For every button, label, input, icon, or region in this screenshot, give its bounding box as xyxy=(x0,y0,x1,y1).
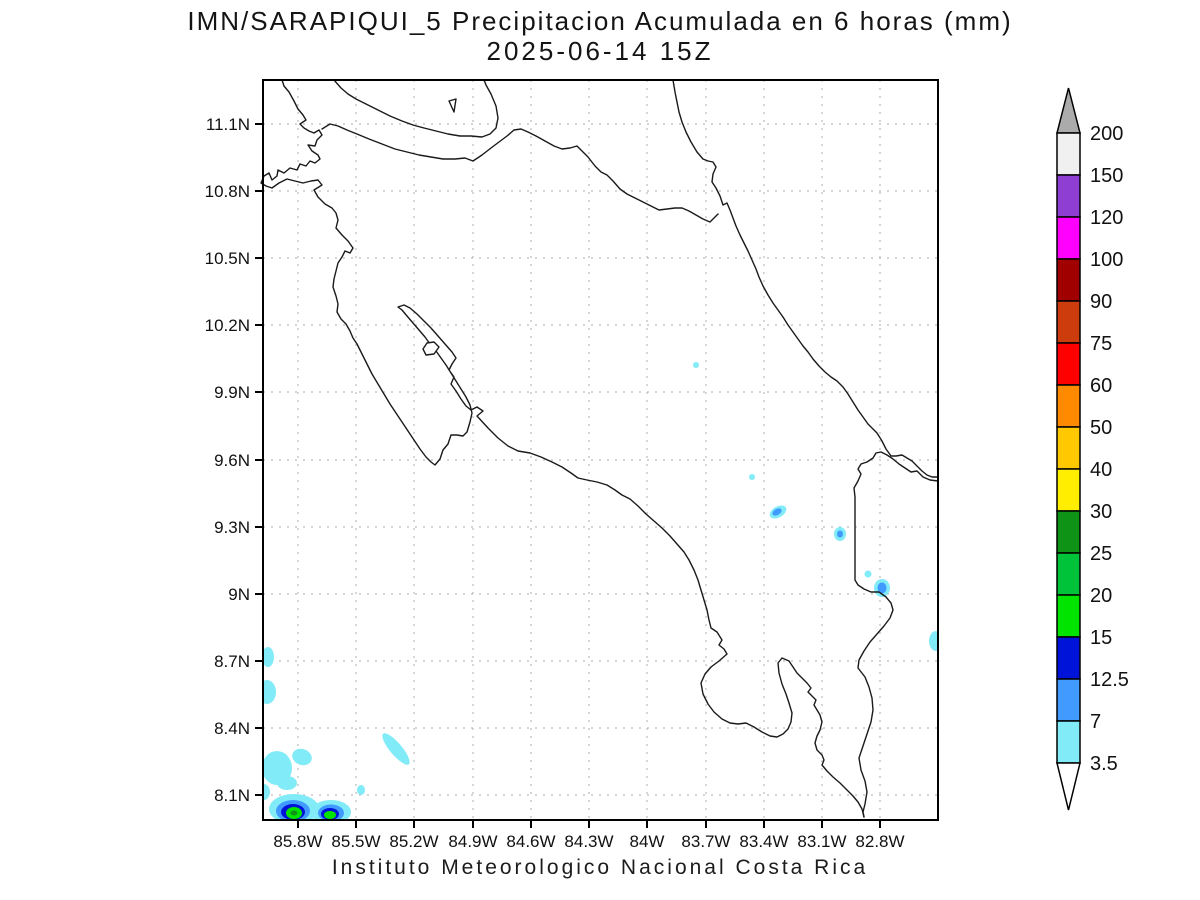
colorbar-tick-label: 30 xyxy=(1090,501,1112,523)
institution-footer: Instituto Meteorologico Nacional Costa R… xyxy=(331,856,869,879)
precip-cell xyxy=(263,647,274,667)
colorbar-tick-label: 15 xyxy=(1090,627,1112,649)
colorbar-tick-label: 7 xyxy=(1090,711,1101,733)
precip-cell xyxy=(292,748,312,766)
lon-tick-label: 85.8W xyxy=(273,832,322,851)
colorbar-segment xyxy=(1056,132,1081,176)
lon-tick-label: 82.8W xyxy=(855,832,904,851)
colorbar-segment xyxy=(1056,468,1081,512)
lat-tick-label: 8.4N xyxy=(214,719,250,738)
valid-time-subtitle: 2025-06-14 15Z xyxy=(486,36,714,66)
precip-cell xyxy=(382,733,410,765)
precipitation-shading xyxy=(263,362,938,820)
lat-tick-label: 10.8N xyxy=(205,182,250,201)
precipitation-colorbar: 200 150 120 100 90 75 60 50 40 30 25 20 15 12.5 7 3.5 xyxy=(1056,87,1129,811)
page-title: IMN/SARAPIQUI_5 Precipitacion Acumulada … xyxy=(187,6,1013,36)
colorbar-overflow-arrow xyxy=(1056,87,1081,134)
colorbar-tick-label: 90 xyxy=(1090,291,1112,313)
lat-tick-label: 11.1N xyxy=(206,115,250,134)
colorbar-tick-label: 150 xyxy=(1090,165,1123,187)
coastline-caribbean xyxy=(672,79,939,478)
axis-ticks xyxy=(255,123,881,828)
lon-tick-label: 83.7W xyxy=(681,832,730,851)
lat-tick-label: 9.3N xyxy=(214,518,250,537)
precip-cell xyxy=(693,362,699,368)
panama-border xyxy=(853,451,939,818)
lon-tick-label: 84.9W xyxy=(448,832,497,851)
lat-tick-label: 8.1N xyxy=(214,786,250,805)
colorbar-segment xyxy=(1056,636,1081,680)
precip-cell xyxy=(749,474,755,480)
nicaragua-border xyxy=(321,123,719,223)
lat-tick-label: 10.5N xyxy=(205,249,250,268)
precip-cell xyxy=(290,810,298,816)
lon-tick-label: 84.3W xyxy=(564,832,613,851)
lon-tick-label: 83.1W xyxy=(797,832,846,851)
precip-cell xyxy=(263,784,270,800)
colorbar-segment xyxy=(1056,300,1081,344)
colorbar-tick-label: 20 xyxy=(1090,585,1112,607)
colorbar-segment xyxy=(1056,384,1081,428)
colorbar-segment xyxy=(1056,258,1081,302)
colorbar-segment xyxy=(1056,174,1081,218)
colorbar-underflow-arrow xyxy=(1056,762,1081,811)
lon-tick-label: 84.6W xyxy=(506,832,555,851)
colorbar-segment xyxy=(1056,552,1081,596)
colorbar-segment xyxy=(1056,678,1081,722)
colorbar-tick-label: 200 xyxy=(1090,123,1123,145)
colorbar-segment xyxy=(1056,342,1081,386)
colorbar-tick-label: 120 xyxy=(1090,207,1123,229)
precip-cell xyxy=(864,570,872,578)
precip-cell xyxy=(929,631,938,651)
precip-cell xyxy=(324,811,336,819)
precip-cell xyxy=(277,776,297,790)
latitude-axis-labels: 11.1N 10.8N 10.5N 10.2N 9.9N 9.6N 9.3N 9N 8.7N 8.… xyxy=(205,115,250,805)
lat-tick-label: 9.6N xyxy=(214,451,250,470)
island-outline xyxy=(448,98,457,113)
colorbar-segment xyxy=(1056,594,1081,638)
colorbar-tick-label: 12.5 xyxy=(1090,669,1129,691)
colorbar-tick-label: 3.5 xyxy=(1090,753,1118,775)
longitude-axis-labels: 85.8W 85.5W 85.2W 84.9W 84.6W 84.3W 84W 83.7W 83… xyxy=(273,832,904,851)
lat-tick-label: 9.9N xyxy=(214,383,250,402)
precip-cell xyxy=(357,785,365,795)
colorbar-tick-label: 50 xyxy=(1090,417,1112,439)
precip-cell xyxy=(263,680,276,704)
colorbar-tick-label: 25 xyxy=(1090,543,1112,565)
colorbar-segment xyxy=(1056,510,1081,554)
coastline-pacific xyxy=(260,79,865,818)
precip-cell xyxy=(837,530,843,538)
lat-tick-label: 10.2N xyxy=(205,316,250,335)
isla-chira-outline xyxy=(422,341,440,356)
lat-tick-label: 9N xyxy=(228,585,250,604)
colorbar-tick-label: 60 xyxy=(1090,375,1112,397)
lake-nicaragua-shore xyxy=(333,79,499,138)
lon-tick-label: 85.2W xyxy=(389,832,438,851)
map-frame xyxy=(262,79,939,821)
lon-tick-label: 84W xyxy=(630,832,665,851)
precip-cell xyxy=(877,582,887,594)
colorbar-segment xyxy=(1056,426,1081,470)
precip-cell xyxy=(772,508,782,516)
lat-tick-label: 8.7N xyxy=(214,652,250,671)
colorbar-segment xyxy=(1056,720,1081,764)
colorbar-tick-label: 75 xyxy=(1090,333,1112,355)
colorbar-segment xyxy=(1056,216,1081,260)
lon-tick-label: 85.5W xyxy=(331,832,380,851)
colorbar-tick-label: 100 xyxy=(1090,249,1123,271)
colorbar-tick-label: 40 xyxy=(1090,459,1112,481)
lon-tick-label: 83.4W xyxy=(739,832,788,851)
lat-lon-grid xyxy=(263,80,938,820)
